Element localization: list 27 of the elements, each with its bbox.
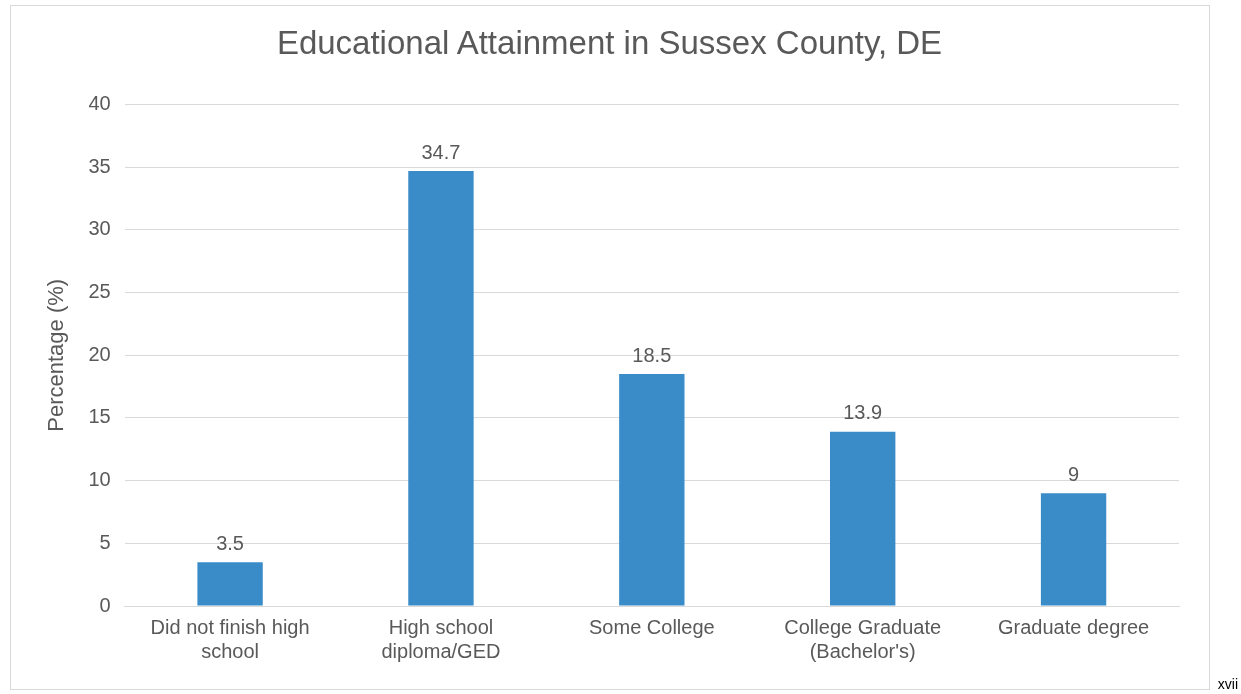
y-tick-label: 5: [99, 530, 111, 553]
chart-title: Educational Attainment in Sussex County, DE: [276, 23, 943, 61]
data-label: 34.7: [421, 140, 461, 163]
x-tick-label: High school diploma/GED: [381, 615, 501, 662]
x-tick-label: College Graduate (Bachelor's): [784, 615, 942, 662]
y-tick-label: 0: [99, 593, 111, 616]
x-tick-label: Some College: [589, 615, 715, 638]
data-label: 13.9: [843, 401, 883, 424]
text: xvii: [1217, 675, 1238, 692]
y-tick-label: 30: [88, 217, 111, 240]
bar: [408, 171, 474, 606]
y-tick-label: 10: [88, 468, 111, 491]
y-tick-label: 40: [88, 92, 111, 115]
bar: [1040, 493, 1107, 606]
bar: [830, 431, 896, 606]
bar: [619, 374, 685, 606]
y-tick-label: 35: [88, 154, 111, 177]
data-label: 18.5: [632, 343, 672, 366]
x-tick-label: Graduate degree: [997, 615, 1150, 638]
bar: [197, 562, 263, 606]
y-tick-label: 20: [88, 342, 111, 365]
x-tick-label: Did not finish high school: [150, 615, 310, 662]
y-tick-label: 25: [88, 280, 111, 303]
y-axis-title: Percentage (%): [43, 278, 69, 432]
data-label: 9: [1068, 462, 1080, 485]
y-tick-label: 15: [88, 405, 111, 428]
data-label: 3.5: [216, 531, 244, 554]
